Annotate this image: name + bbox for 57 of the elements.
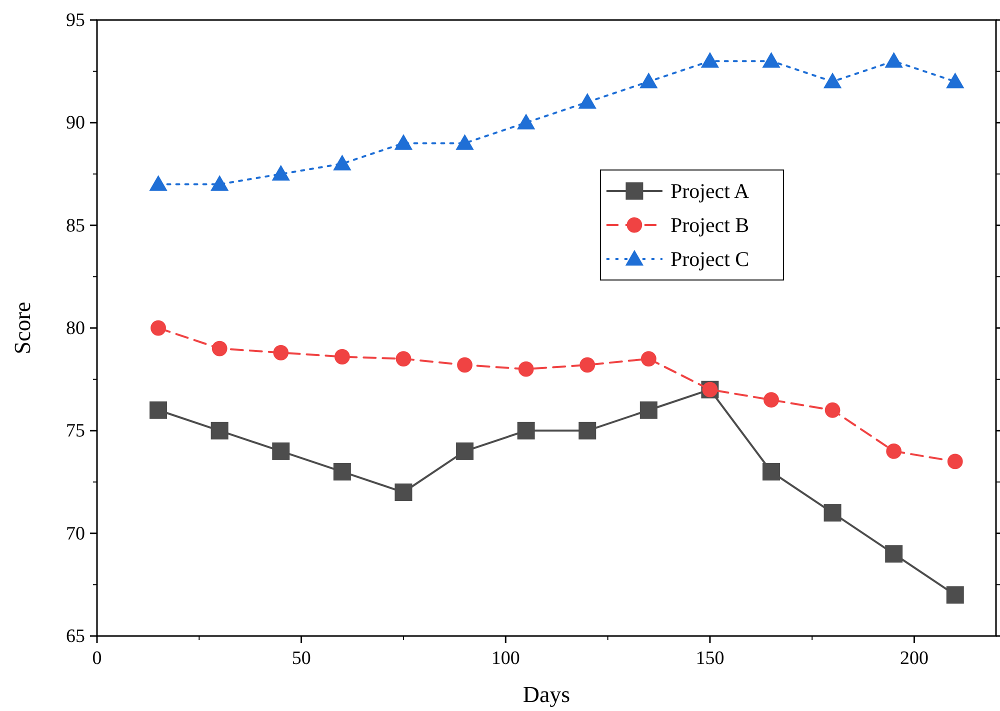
point [272, 442, 290, 460]
y-tick-label: 85 [66, 215, 85, 236]
point [578, 422, 596, 440]
legend-label: Project C [670, 247, 750, 271]
point [150, 320, 166, 336]
point [334, 349, 350, 364]
point [272, 164, 290, 181]
point [700, 52, 720, 68]
point [884, 52, 903, 68]
point [456, 134, 474, 150]
x-tick-label: 0 [92, 648, 102, 669]
point [210, 175, 229, 191]
point [762, 462, 780, 480]
point [517, 422, 535, 440]
point [764, 392, 779, 408]
point [947, 454, 963, 470]
point [396, 351, 412, 366]
point [212, 340, 228, 356]
point [149, 175, 168, 191]
y-tick-label: 75 [66, 420, 85, 442]
x-tick-label: 150 [696, 648, 724, 669]
point [580, 357, 596, 373]
point [885, 545, 903, 563]
point [516, 114, 536, 130]
point [333, 462, 351, 480]
y-tick-label: 65 [66, 626, 85, 647]
point [333, 154, 352, 170]
y-tick-label: 95 [66, 10, 85, 31]
point [824, 402, 840, 418]
y-tick-label: 90 [66, 112, 85, 134]
point [273, 344, 289, 360]
point [210, 422, 228, 440]
point [823, 72, 842, 88]
point [762, 52, 780, 68]
point [946, 72, 964, 88]
legend-label: Project A [670, 179, 750, 203]
point [518, 361, 534, 377]
legend-label: Project B [670, 213, 750, 237]
point [394, 134, 413, 150]
y-tick-label: 80 [66, 318, 85, 339]
point [946, 586, 964, 604]
x-tick-label: 200 [900, 648, 929, 669]
x-tick-label: 50 [292, 648, 311, 669]
point [640, 351, 656, 366]
point [640, 72, 658, 88]
point [456, 442, 474, 460]
y-tick-label: 70 [66, 523, 85, 544]
y-axis-title: Score [10, 302, 35, 354]
point [824, 504, 842, 522]
x-tick-label: 100 [491, 648, 520, 669]
x-axis-title: Days [522, 682, 570, 707]
point [578, 93, 596, 109]
point [457, 357, 472, 373]
point [150, 401, 168, 419]
point [640, 401, 658, 419]
point [886, 444, 902, 459]
point [394, 484, 412, 502]
